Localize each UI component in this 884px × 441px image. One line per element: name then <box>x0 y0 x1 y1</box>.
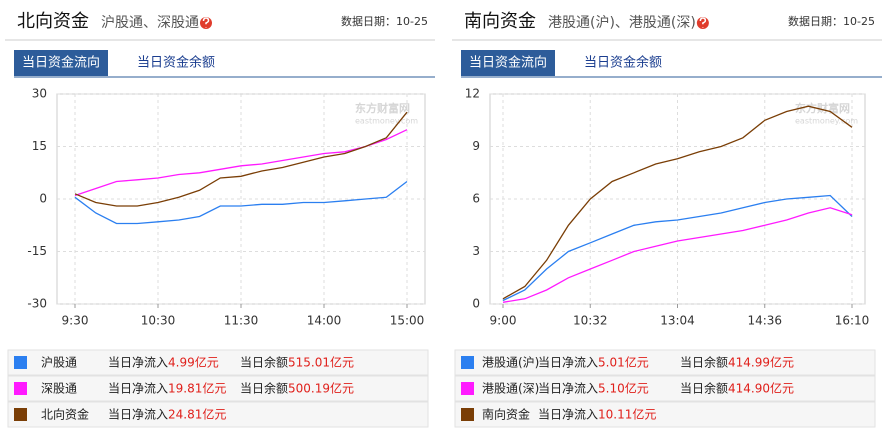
x-tick-label: 10:32 <box>573 314 608 328</box>
watermark: 东方财富网 <box>355 101 410 115</box>
x-tick-label: 13:04 <box>660 314 695 328</box>
legend-row <box>7 349 429 376</box>
x-tick-label: 11:30 <box>224 314 259 328</box>
legend-swatch <box>461 356 474 369</box>
flow-label: 当日净流入 <box>108 382 168 396</box>
flow-value: 5.01亿元 <box>598 355 649 370</box>
date-label: 数据日期：10-25 <box>341 14 428 28</box>
panel-subtitle: 沪股通、深股通 <box>101 15 199 31</box>
flow-label: 当日净流入 <box>538 356 598 370</box>
flow-value: 4.99亿元 <box>168 355 219 370</box>
legend-swatch <box>461 382 474 395</box>
tab-active[interactable] <box>14 50 108 76</box>
balance-label: 当日余额 <box>680 355 728 370</box>
series-line <box>74 111 408 207</box>
legend-name: 港股通(深) <box>482 382 539 396</box>
tab-active[interactable] <box>461 50 555 76</box>
legend-name: 北向资金 <box>41 407 89 422</box>
tab[interactable]: 当日资金流向 <box>22 55 100 71</box>
panel-title: 北向资金 <box>17 11 89 32</box>
legend-swatch <box>14 408 27 421</box>
flow-label: 当日净流入 <box>108 408 168 422</box>
flow-value: 10.11亿元 <box>598 407 656 422</box>
series-line <box>502 105 853 300</box>
balance-label: 当日余额 <box>240 381 288 396</box>
flow-value: 5.10亿元 <box>598 381 649 396</box>
flow-label: 当日净流入 <box>538 382 598 396</box>
x-tick-label: 16:10 <box>835 314 870 328</box>
balance-label: 当日余额 <box>240 355 288 370</box>
x-tick-label: 9:30 <box>62 314 89 328</box>
y-tick-label: 12 <box>465 87 480 101</box>
x-tick-label: 9:00 <box>490 314 517 328</box>
legend-row <box>7 375 429 402</box>
flow-label: 当日净流入 <box>538 408 598 422</box>
x-tick-label: 14:00 <box>307 314 342 328</box>
legend-row <box>454 349 876 376</box>
help-icon-glyph <box>699 17 707 28</box>
series-line <box>502 207 853 303</box>
x-tick-label: 15:00 <box>390 314 425 328</box>
date-label: 数据日期：10-25 <box>788 14 875 28</box>
legend-swatch <box>14 382 27 395</box>
y-tick-label: 0 <box>472 297 480 311</box>
y-tick-label: 15 <box>32 139 47 153</box>
balance-value: 414.90亿元 <box>728 381 794 396</box>
watermark: eastmoney.com <box>795 117 858 126</box>
help-icon-glyph <box>202 17 210 28</box>
y-tick-label: 3 <box>472 244 480 258</box>
series-line <box>74 129 408 197</box>
balance-value: 500.19亿元 <box>288 381 354 396</box>
watermark: 东方财富网 <box>795 101 850 115</box>
series-line <box>74 180 408 225</box>
panel-subtitle: 港股通(沪)、港股通(深) <box>548 15 696 31</box>
tab[interactable]: 当日资金流向 <box>469 55 547 71</box>
series-line <box>502 194 853 302</box>
legend-row <box>454 375 876 402</box>
tab[interactable]: 当日资金余额 <box>137 55 215 71</box>
y-tick-label: -15 <box>27 244 47 258</box>
tab[interactable]: 当日资金余额 <box>584 55 662 71</box>
legend-name: 港股通(沪) <box>482 356 539 370</box>
flow-value: 24.81亿元 <box>168 407 226 422</box>
balance-value: 515.01亿元 <box>288 355 354 370</box>
balance-label: 当日余额 <box>680 381 728 396</box>
legend-row <box>454 401 876 428</box>
flow-label: 当日净流入 <box>108 356 168 370</box>
y-tick-label: 9 <box>472 139 480 153</box>
y-tick-label: 0 <box>39 192 47 206</box>
flow-value: 19.81亿元 <box>168 381 226 396</box>
legend-swatch <box>14 356 27 369</box>
legend-name: 南向资金 <box>482 407 530 422</box>
y-tick-label: 6 <box>472 192 480 206</box>
legend-name: 深股通 <box>41 382 77 396</box>
x-tick-label: 10:30 <box>141 314 176 328</box>
y-tick-label: -30 <box>27 297 47 311</box>
panel-title: 南向资金 <box>464 11 536 32</box>
legend-swatch <box>461 408 474 421</box>
balance-value: 414.99亿元 <box>728 355 794 370</box>
legend-name: 沪股通 <box>41 356 77 370</box>
watermark: eastmoney.com <box>355 117 418 126</box>
y-tick-label: 30 <box>32 87 47 101</box>
legend-row <box>7 401 429 428</box>
x-tick-label: 14:36 <box>747 314 782 328</box>
